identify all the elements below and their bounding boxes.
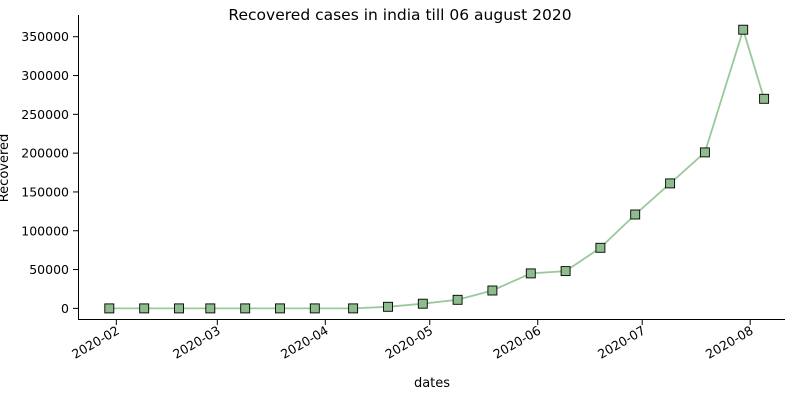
data-point — [699, 147, 710, 158]
chart-title: Recovered cases in india till 06 august … — [228, 6, 571, 24]
y-tick-label: 0 — [61, 301, 69, 316]
y-tick-label: 150000 — [21, 184, 69, 199]
data-point — [525, 268, 536, 279]
data-point — [452, 294, 463, 305]
y-tick-label: 350000 — [21, 29, 69, 44]
y-axis-ticks: 0 50000 100000 150000 200000 250000 300000 3500… — [21, 29, 78, 316]
x-tick-label: 2020-05 — [383, 323, 436, 362]
series-line — [109, 26, 765, 310]
data-point — [240, 303, 251, 314]
y-tick-label: 300000 — [21, 68, 69, 83]
x-tick-label: 2020-07 — [595, 323, 648, 362]
data-point — [139, 303, 150, 314]
data-point — [205, 303, 216, 314]
data-point — [487, 285, 498, 296]
x-tick-label: 2020-08 — [703, 323, 756, 362]
data-point — [174, 303, 184, 314]
y-tick-label: 250000 — [21, 107, 69, 122]
x-tick-label: 2020-03 — [170, 323, 223, 362]
data-point — [630, 209, 641, 220]
y-tick-label: 200000 — [21, 146, 69, 161]
data-point — [104, 303, 115, 314]
x-tick-label: 2020-02 — [69, 323, 122, 362]
data-point — [665, 178, 676, 189]
data-point — [309, 303, 320, 314]
y-tick-label: 100000 — [21, 223, 69, 238]
data-point — [348, 303, 359, 314]
plot-area — [104, 24, 770, 314]
data-point — [560, 266, 571, 277]
x-axis-title: dates — [414, 376, 450, 391]
x-axis-ticks: 2020-02 2020-03 2020-04 2020-05 2020-06 2020-… — [69, 320, 756, 362]
data-point — [738, 24, 749, 35]
data-point — [759, 93, 770, 104]
y-axis-title: Recovered — [0, 134, 12, 203]
x-tick-label: 2020-06 — [490, 323, 543, 362]
y-tick-label: 50000 — [29, 262, 69, 277]
data-point — [275, 303, 285, 314]
data-point — [417, 298, 428, 309]
x-tick-label: 2020-04 — [278, 323, 331, 362]
data-point — [383, 301, 393, 312]
data-point — [595, 242, 606, 253]
